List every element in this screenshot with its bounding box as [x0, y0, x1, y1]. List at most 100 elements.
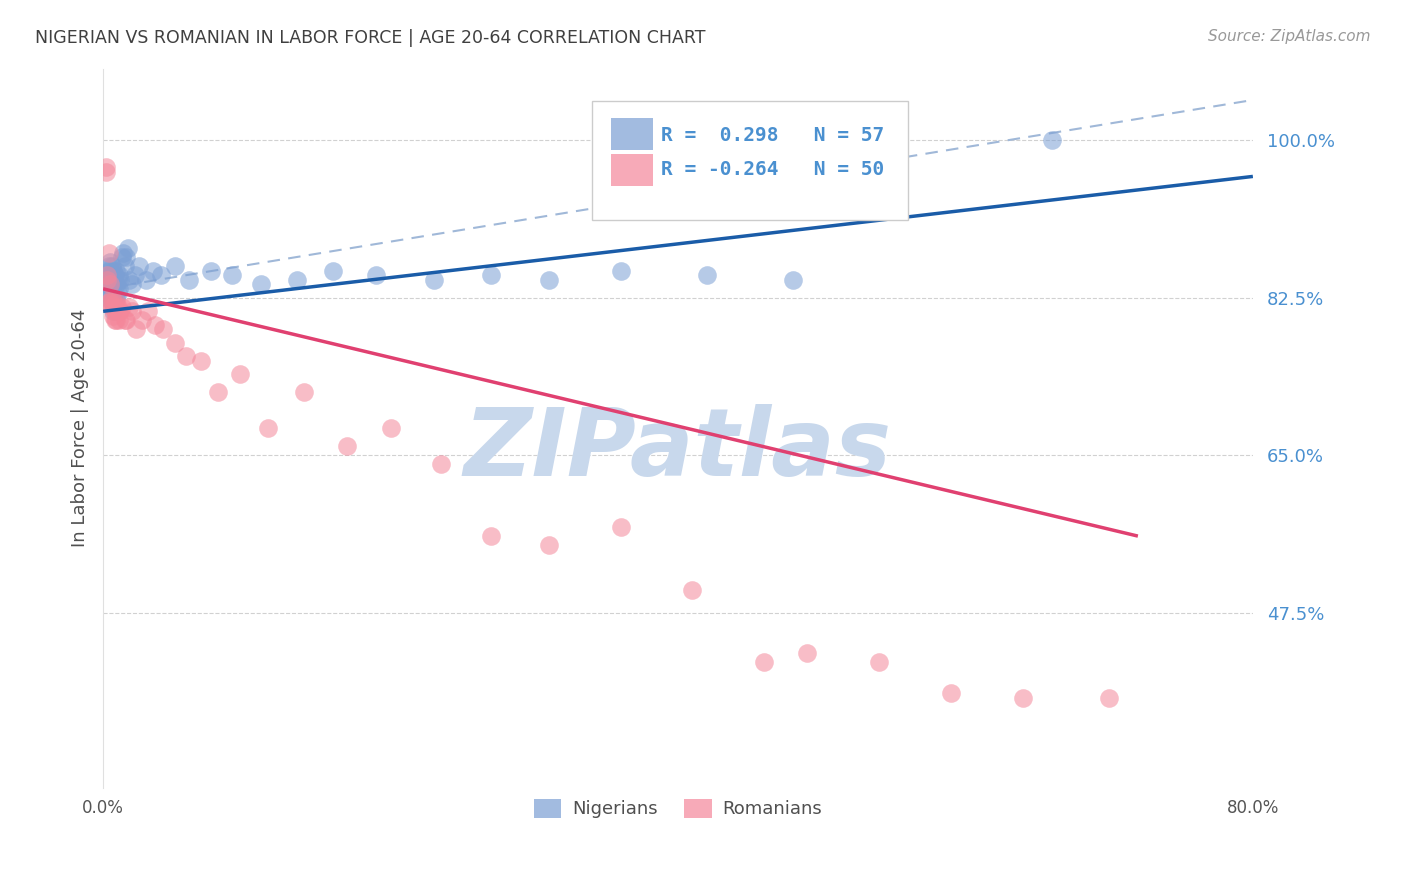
Point	[118, 300, 141, 314]
Point	[112, 245, 135, 260]
Point	[125, 322, 148, 336]
Point	[142, 264, 165, 278]
Point	[100, 282, 122, 296]
Point	[152, 322, 174, 336]
Point	[103, 277, 125, 292]
Point	[97, 273, 120, 287]
Point	[107, 304, 129, 318]
Point	[107, 300, 129, 314]
Point	[479, 529, 502, 543]
Point	[136, 304, 159, 318]
Text: R = -0.264   N = 50: R = -0.264 N = 50	[661, 160, 884, 179]
Point	[96, 291, 118, 305]
Point	[96, 273, 118, 287]
Point	[121, 277, 143, 292]
Point	[430, 457, 453, 471]
Point	[96, 268, 118, 283]
Point	[98, 277, 121, 292]
Point	[200, 264, 222, 278]
Point	[228, 368, 250, 382]
Point	[100, 291, 122, 305]
Point	[100, 295, 122, 310]
Point	[105, 277, 128, 292]
Point	[110, 273, 132, 287]
Point	[285, 273, 308, 287]
Point	[104, 304, 127, 318]
Point	[96, 273, 118, 287]
Point	[380, 421, 402, 435]
Point	[103, 291, 125, 305]
Point	[939, 686, 962, 700]
Point	[114, 260, 136, 274]
Point	[97, 264, 120, 278]
Point	[94, 161, 117, 175]
Point	[292, 385, 315, 400]
Point	[207, 385, 229, 400]
Point	[108, 268, 131, 283]
Point	[100, 260, 122, 274]
Point	[537, 273, 560, 287]
Point	[98, 255, 121, 269]
Point	[609, 520, 631, 534]
Point	[163, 260, 186, 274]
Text: Source: ZipAtlas.com: Source: ZipAtlas.com	[1208, 29, 1371, 45]
Point	[1098, 690, 1121, 705]
Point	[257, 421, 280, 435]
Text: NIGERIAN VS ROMANIAN IN LABOR FORCE | AGE 20-64 CORRELATION CHART: NIGERIAN VS ROMANIAN IN LABOR FORCE | AG…	[35, 29, 706, 47]
Point	[98, 295, 121, 310]
Text: R =  0.298   N = 57: R = 0.298 N = 57	[661, 126, 884, 145]
Point	[111, 251, 134, 265]
FancyBboxPatch shape	[612, 154, 652, 186]
Point	[754, 655, 776, 669]
Point	[97, 295, 120, 310]
Point	[121, 304, 143, 318]
Point	[104, 313, 127, 327]
Point	[135, 273, 157, 287]
Point	[250, 277, 273, 292]
Point	[124, 268, 146, 283]
Point	[190, 353, 212, 368]
Point	[176, 349, 198, 363]
Point	[100, 273, 122, 287]
Point	[221, 268, 243, 283]
Point	[103, 264, 125, 278]
Point	[100, 300, 122, 314]
Point	[681, 582, 703, 597]
Point	[105, 291, 128, 305]
Point	[609, 264, 631, 278]
Point	[107, 273, 129, 287]
Point	[114, 313, 136, 327]
Point	[796, 646, 818, 660]
Point	[107, 286, 129, 301]
Point	[537, 538, 560, 552]
Point	[179, 273, 201, 287]
Y-axis label: In Labor Force | Age 20-64: In Labor Force | Age 20-64	[72, 309, 89, 548]
Point	[94, 286, 117, 301]
Point	[143, 318, 166, 332]
Point	[94, 277, 117, 292]
Point	[97, 245, 120, 260]
Point	[336, 439, 359, 453]
Point	[103, 304, 125, 318]
Point	[479, 268, 502, 283]
Point	[103, 295, 125, 310]
Point	[97, 260, 120, 274]
Point	[782, 273, 804, 287]
Point	[696, 268, 718, 283]
Point	[98, 277, 121, 292]
Point	[110, 304, 132, 318]
Point	[108, 282, 131, 296]
Point	[1040, 133, 1063, 147]
Point	[118, 273, 141, 287]
Point	[163, 335, 186, 350]
Point	[108, 313, 131, 327]
Point	[98, 268, 121, 283]
Point	[104, 268, 127, 283]
Point	[105, 264, 128, 278]
Point	[111, 300, 134, 314]
Point	[366, 268, 388, 283]
Point	[103, 309, 125, 323]
Point	[94, 165, 117, 179]
Point	[104, 282, 127, 296]
Point	[422, 273, 444, 287]
